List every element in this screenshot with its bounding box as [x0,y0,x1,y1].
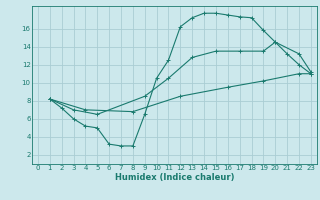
X-axis label: Humidex (Indice chaleur): Humidex (Indice chaleur) [115,173,234,182]
